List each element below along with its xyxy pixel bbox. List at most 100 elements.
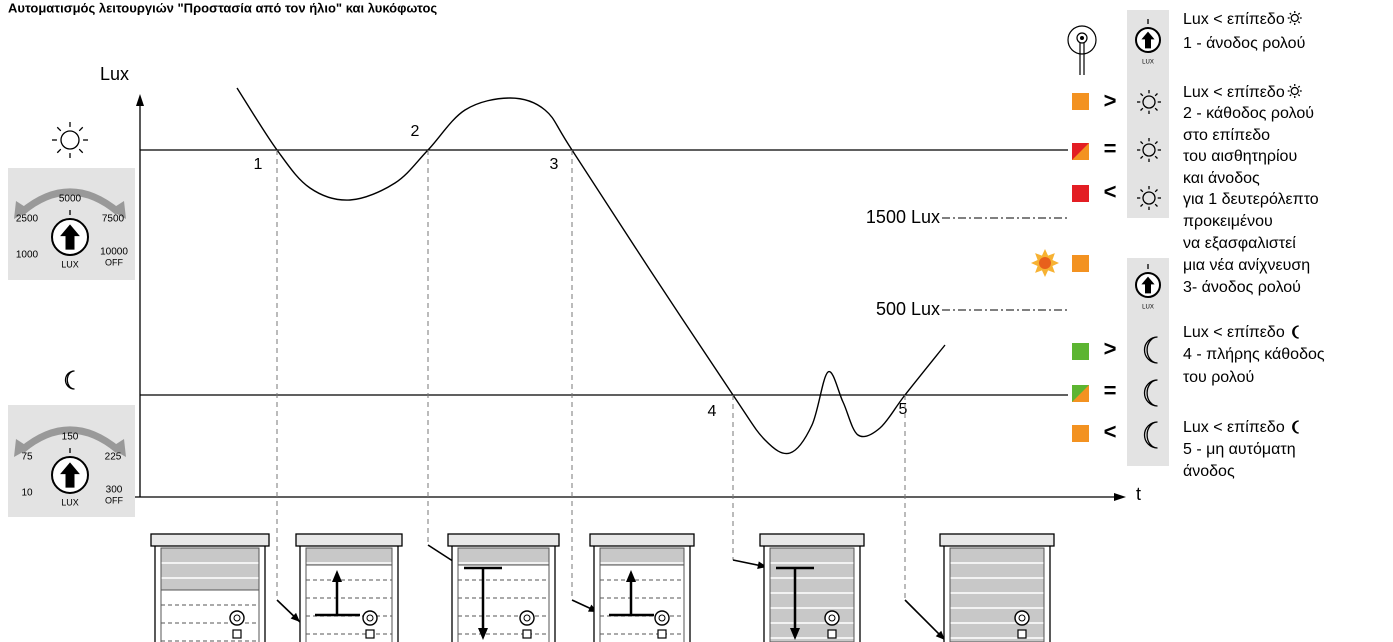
- description-line: 5 - μη αυτόματη: [1183, 441, 1296, 458]
- dial-label: 1000: [16, 250, 39, 261]
- dial-label: 2500: [16, 214, 39, 225]
- dial-label: LUX: [61, 259, 79, 269]
- knob-arrow: [60, 462, 80, 488]
- status-square: [1072, 255, 1089, 272]
- description-line: του αισθητηρίου: [1183, 148, 1297, 165]
- lux-curve: [236, 87, 946, 455]
- move-arrowhead: [478, 628, 488, 640]
- shutter-sensor: [362, 610, 378, 626]
- description-line: 1 - άνοδος ρολού: [1183, 35, 1305, 52]
- description-line: 4 - πλήρης κάθοδος: [1183, 346, 1325, 363]
- sensor-icon: [1080, 36, 1084, 40]
- description-line: του ρολού: [1183, 369, 1254, 386]
- description-line: άνοδος: [1183, 463, 1235, 480]
- description-line: Lux < επίπεδο: [1183, 84, 1285, 101]
- x-axis-arrow: [1114, 493, 1126, 501]
- dial-label: 10: [21, 488, 33, 499]
- comparison-symbol: =: [1104, 136, 1117, 161]
- sun-ray: [1297, 12, 1301, 15]
- shutter-curtain: [949, 547, 1045, 642]
- description-line: στο επίπεδο: [1183, 127, 1270, 144]
- dial-label: 7500: [102, 214, 125, 225]
- sun-ray: [1140, 93, 1144, 97]
- title: Αυτοματισμός λειτουργιών "Προστασία από …: [8, 0, 437, 15]
- legend-moon: [1143, 336, 1158, 364]
- status-square: [1072, 93, 1089, 110]
- dial-arc: [19, 426, 121, 453]
- dial-arrowhead: [14, 439, 30, 457]
- sun-ray: [1297, 85, 1301, 88]
- sun-ray: [1140, 155, 1144, 159]
- shutter-sensor-base: [365, 629, 375, 639]
- sun-ray: [1297, 21, 1301, 24]
- pointer-head: [290, 612, 300, 622]
- moon-icon: [64, 370, 75, 390]
- comparison-symbol: =: [1104, 378, 1117, 403]
- shutter-box: [295, 533, 403, 547]
- status-square: [1072, 185, 1089, 202]
- dial-arrowhead: [14, 201, 30, 219]
- sensor-cable: [1079, 43, 1085, 75]
- dial-label: 225: [105, 452, 122, 463]
- shutter-box: [150, 533, 270, 547]
- dial-label: OFF: [105, 495, 123, 505]
- legend-sun: [1142, 191, 1156, 205]
- description-line: μια νέα ανίχνευση: [1183, 257, 1310, 274]
- shutter-box: [589, 533, 695, 547]
- point-label: 5: [899, 401, 908, 418]
- sun-ray: [1154, 93, 1158, 97]
- description-line: 2 - κάθοδος ρολού: [1183, 105, 1314, 122]
- comparison-symbol: <: [1104, 179, 1117, 204]
- description-line: και άνοδος: [1183, 170, 1260, 187]
- move-arrowhead: [332, 570, 342, 582]
- pointer-arrow: [904, 599, 946, 641]
- shutter-box: [759, 533, 865, 547]
- dial-label: 5000: [59, 194, 82, 205]
- comparison-symbol: <: [1104, 419, 1117, 444]
- sun-ray: [56, 126, 62, 132]
- description-line: Lux < επίπεδο: [1183, 419, 1285, 436]
- shutter-sensor: [229, 610, 245, 626]
- threshold-label: 1500 Lux: [866, 207, 940, 227]
- shutter-curtain: [160, 547, 260, 591]
- description-line: Lux < επίπεδο: [1183, 324, 1285, 341]
- move-arrowhead: [790, 628, 800, 640]
- sun-ray: [1297, 94, 1301, 97]
- threshold-label: 500 Lux: [876, 299, 940, 319]
- shutter-sensor: [366, 614, 374, 622]
- dial-arc: [19, 188, 121, 215]
- sun-ray: [1140, 203, 1144, 207]
- shutter-sensor: [824, 610, 840, 626]
- sun-ray: [1140, 107, 1144, 111]
- knob-arrow: [1141, 276, 1155, 294]
- sensor-icon: [1076, 32, 1088, 44]
- dial-label: 10000: [100, 247, 128, 258]
- dial-arrowhead: [110, 201, 126, 219]
- shutter-sensor: [658, 614, 666, 622]
- description-line: 3- άνοδος ρολού: [1183, 279, 1301, 296]
- pointer-head: [935, 630, 945, 640]
- sun-ray: [1154, 107, 1158, 111]
- shutter-sensor-base: [232, 629, 242, 639]
- status-square-half: [1072, 143, 1089, 160]
- shutter-sensor: [654, 610, 670, 626]
- legend-unit: LUX: [1142, 305, 1154, 311]
- sun-ray: [1289, 12, 1292, 15]
- sun-icon: [60, 130, 80, 150]
- sun-ray: [1289, 21, 1292, 24]
- point-label: 2: [411, 123, 420, 140]
- dial-label: 150: [62, 432, 79, 443]
- dial-label: 75: [21, 452, 33, 463]
- sun-ray: [1154, 155, 1158, 159]
- shutter-sensor: [1018, 614, 1026, 622]
- sun-ray: [78, 126, 84, 132]
- point-label: 3: [550, 156, 559, 173]
- x-axis-label: t: [1136, 484, 1141, 504]
- comparison-symbol: >: [1104, 88, 1117, 113]
- legend-unit: LUX: [1142, 60, 1154, 66]
- shutter-sensor-base: [657, 629, 667, 639]
- knob-arrow: [1141, 31, 1155, 49]
- sun-ray: [1289, 94, 1292, 97]
- sun-burst-core: [1039, 257, 1051, 269]
